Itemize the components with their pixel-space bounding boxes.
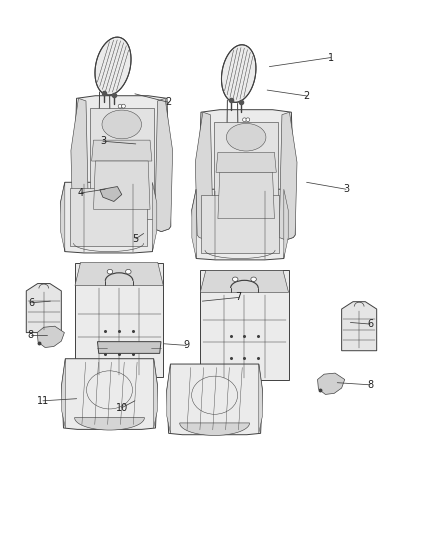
Polygon shape (60, 182, 157, 253)
Text: 1: 1 (328, 53, 334, 62)
Text: 8: 8 (367, 380, 373, 390)
Polygon shape (73, 96, 171, 231)
Polygon shape (192, 189, 288, 260)
Polygon shape (218, 172, 274, 219)
Polygon shape (60, 182, 65, 252)
Polygon shape (37, 326, 64, 348)
Polygon shape (342, 302, 377, 351)
Polygon shape (75, 262, 163, 286)
Polygon shape (167, 364, 170, 433)
Polygon shape (97, 342, 161, 353)
Polygon shape (94, 161, 150, 209)
Text: 11: 11 (37, 396, 49, 406)
Ellipse shape (243, 118, 246, 122)
Text: 9: 9 (183, 341, 189, 350)
Polygon shape (155, 99, 173, 231)
Polygon shape (216, 152, 276, 172)
Polygon shape (152, 182, 157, 252)
Polygon shape (100, 187, 122, 201)
Polygon shape (197, 110, 295, 240)
Text: 2: 2 (166, 98, 172, 107)
Polygon shape (180, 423, 250, 435)
Text: 10: 10 (116, 403, 128, 413)
Polygon shape (92, 140, 152, 161)
Polygon shape (201, 195, 279, 253)
Polygon shape (62, 359, 157, 430)
Text: 5: 5 (133, 234, 139, 244)
Text: 3: 3 (100, 136, 106, 146)
Ellipse shape (107, 269, 113, 274)
Text: 7: 7 (236, 293, 242, 302)
Polygon shape (154, 359, 157, 428)
Ellipse shape (226, 124, 266, 151)
Polygon shape (26, 284, 61, 333)
Polygon shape (75, 262, 163, 377)
Polygon shape (71, 99, 89, 231)
Polygon shape (95, 37, 131, 95)
Ellipse shape (102, 110, 141, 139)
Polygon shape (195, 112, 213, 240)
Text: 6: 6 (28, 298, 35, 308)
Polygon shape (279, 112, 297, 240)
Ellipse shape (122, 104, 125, 108)
Polygon shape (167, 364, 262, 435)
Text: 3: 3 (343, 184, 349, 194)
Text: 8: 8 (28, 330, 34, 340)
Ellipse shape (118, 104, 122, 108)
Polygon shape (90, 108, 154, 219)
Polygon shape (318, 373, 345, 394)
Polygon shape (222, 45, 256, 102)
Polygon shape (192, 189, 196, 259)
Ellipse shape (246, 118, 250, 122)
Text: 2: 2 (304, 91, 310, 101)
Polygon shape (70, 188, 147, 246)
Text: 4: 4 (78, 188, 84, 198)
Text: 6: 6 (367, 319, 373, 329)
Polygon shape (284, 189, 288, 259)
Polygon shape (259, 364, 262, 433)
Ellipse shape (126, 269, 131, 274)
Polygon shape (200, 271, 289, 292)
Ellipse shape (251, 277, 256, 281)
Polygon shape (62, 359, 65, 428)
Ellipse shape (233, 277, 238, 281)
Polygon shape (214, 122, 278, 228)
Polygon shape (200, 271, 289, 379)
Polygon shape (74, 418, 145, 430)
